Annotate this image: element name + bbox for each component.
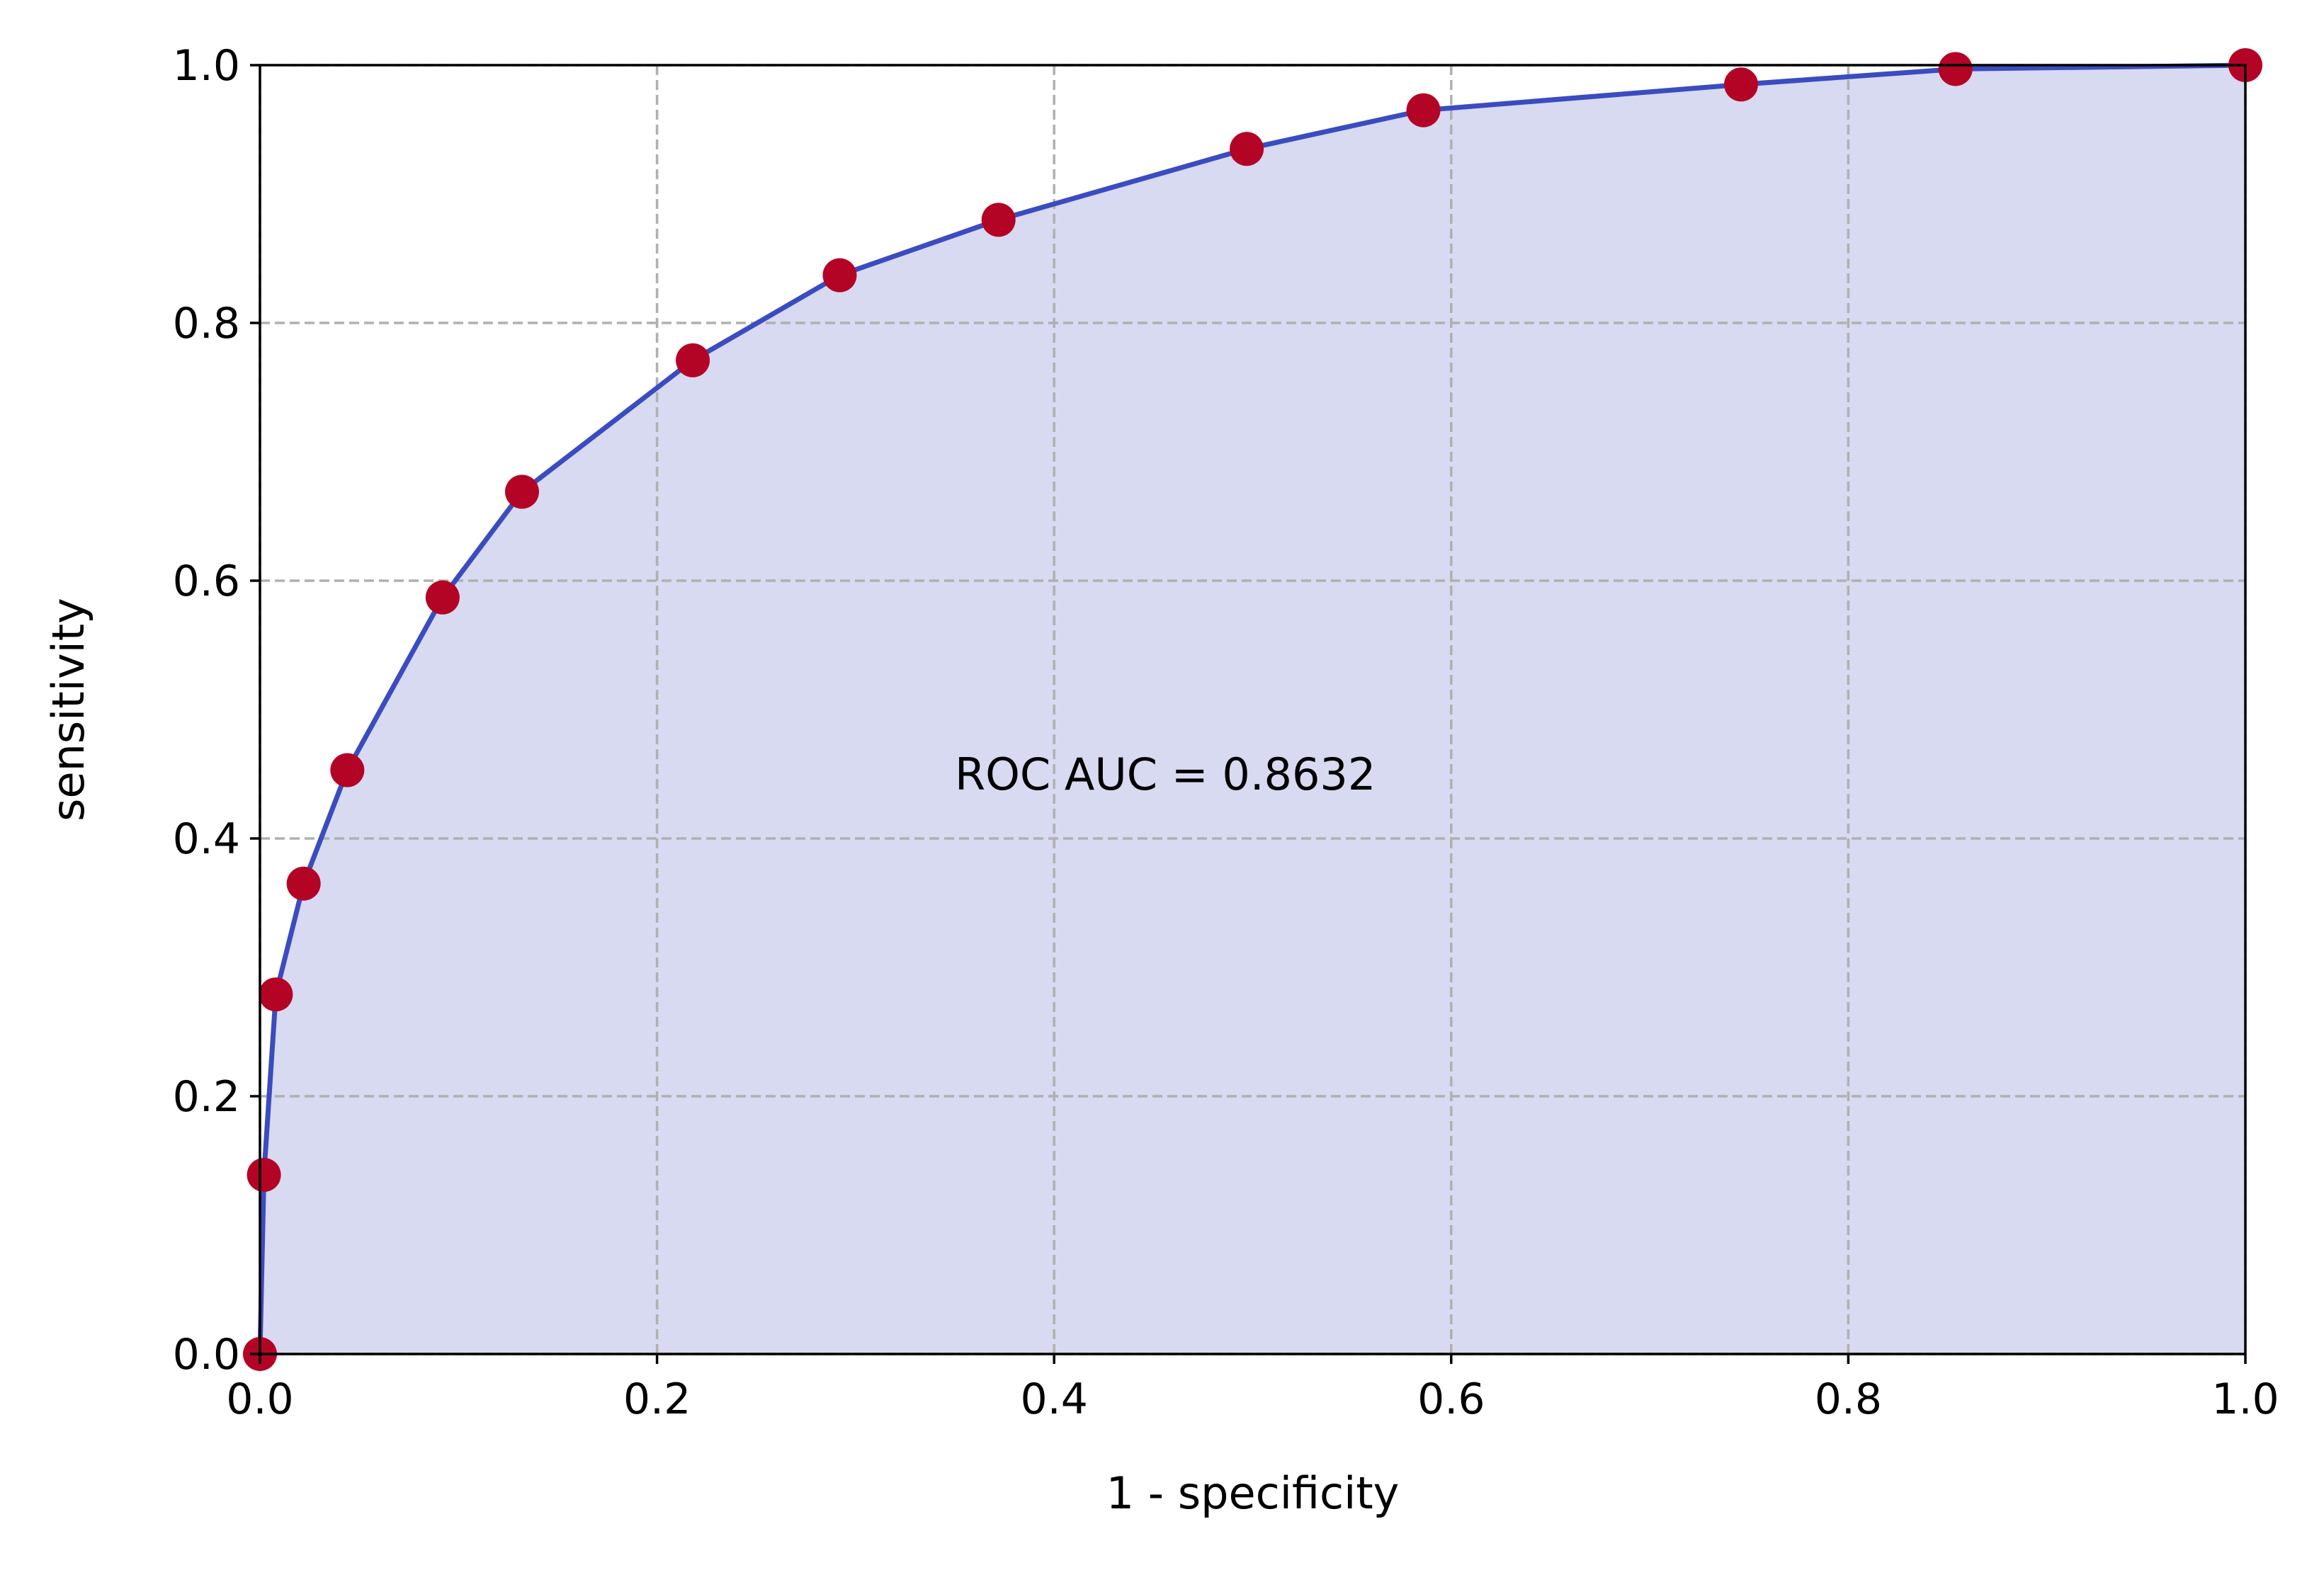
- area-layer: [260, 65, 2245, 1354]
- y-tick-label: 0.8: [173, 299, 240, 348]
- tick-layer: 0.0 0.2 0.4 0.6 0.8 1.0 0.0 0.2 0.4 0.6 0.8 1.0: [173, 41, 2279, 1424]
- roc-point: [286, 866, 321, 901]
- roc-point: [425, 580, 460, 615]
- point-layer: [243, 48, 2262, 1371]
- roc-point: [504, 474, 539, 509]
- x-tick-label: 0.4: [1020, 1375, 1087, 1424]
- x-tick-label: 0.0: [226, 1375, 293, 1424]
- y-tick-label: 0.2: [173, 1072, 240, 1122]
- roc-point: [1938, 52, 1973, 86]
- roc-point: [1406, 93, 1441, 127]
- roc-point: [1230, 132, 1264, 166]
- y-tick-label: 0.6: [173, 557, 240, 606]
- auc-area: [260, 65, 2245, 1354]
- x-tick-label: 0.6: [1417, 1375, 1485, 1424]
- x-tick-label: 0.8: [1815, 1375, 1882, 1424]
- roc-point: [330, 753, 365, 787]
- y-tick-label: 1.0: [173, 41, 240, 91]
- y-tick-label: 0.4: [173, 814, 240, 864]
- x-tick-label: 1.0: [2211, 1375, 2279, 1424]
- roc-point: [822, 258, 857, 292]
- y-tick-label: 0.0: [173, 1330, 240, 1380]
- y-axis-label: sensitivity: [42, 598, 94, 821]
- roc-point: [246, 1158, 281, 1193]
- roc-point: [981, 203, 1016, 237]
- auc-annotation: ROC AUC = 0.8632: [955, 749, 1376, 800]
- x-axis-label: 1 - specificity: [1106, 1467, 1400, 1519]
- roc-point: [676, 343, 710, 377]
- x-tick-label: 0.2: [623, 1375, 691, 1424]
- roc-point: [1724, 67, 1759, 102]
- plot-frame: [259, 64, 2247, 1355]
- roc-point: [259, 977, 293, 1012]
